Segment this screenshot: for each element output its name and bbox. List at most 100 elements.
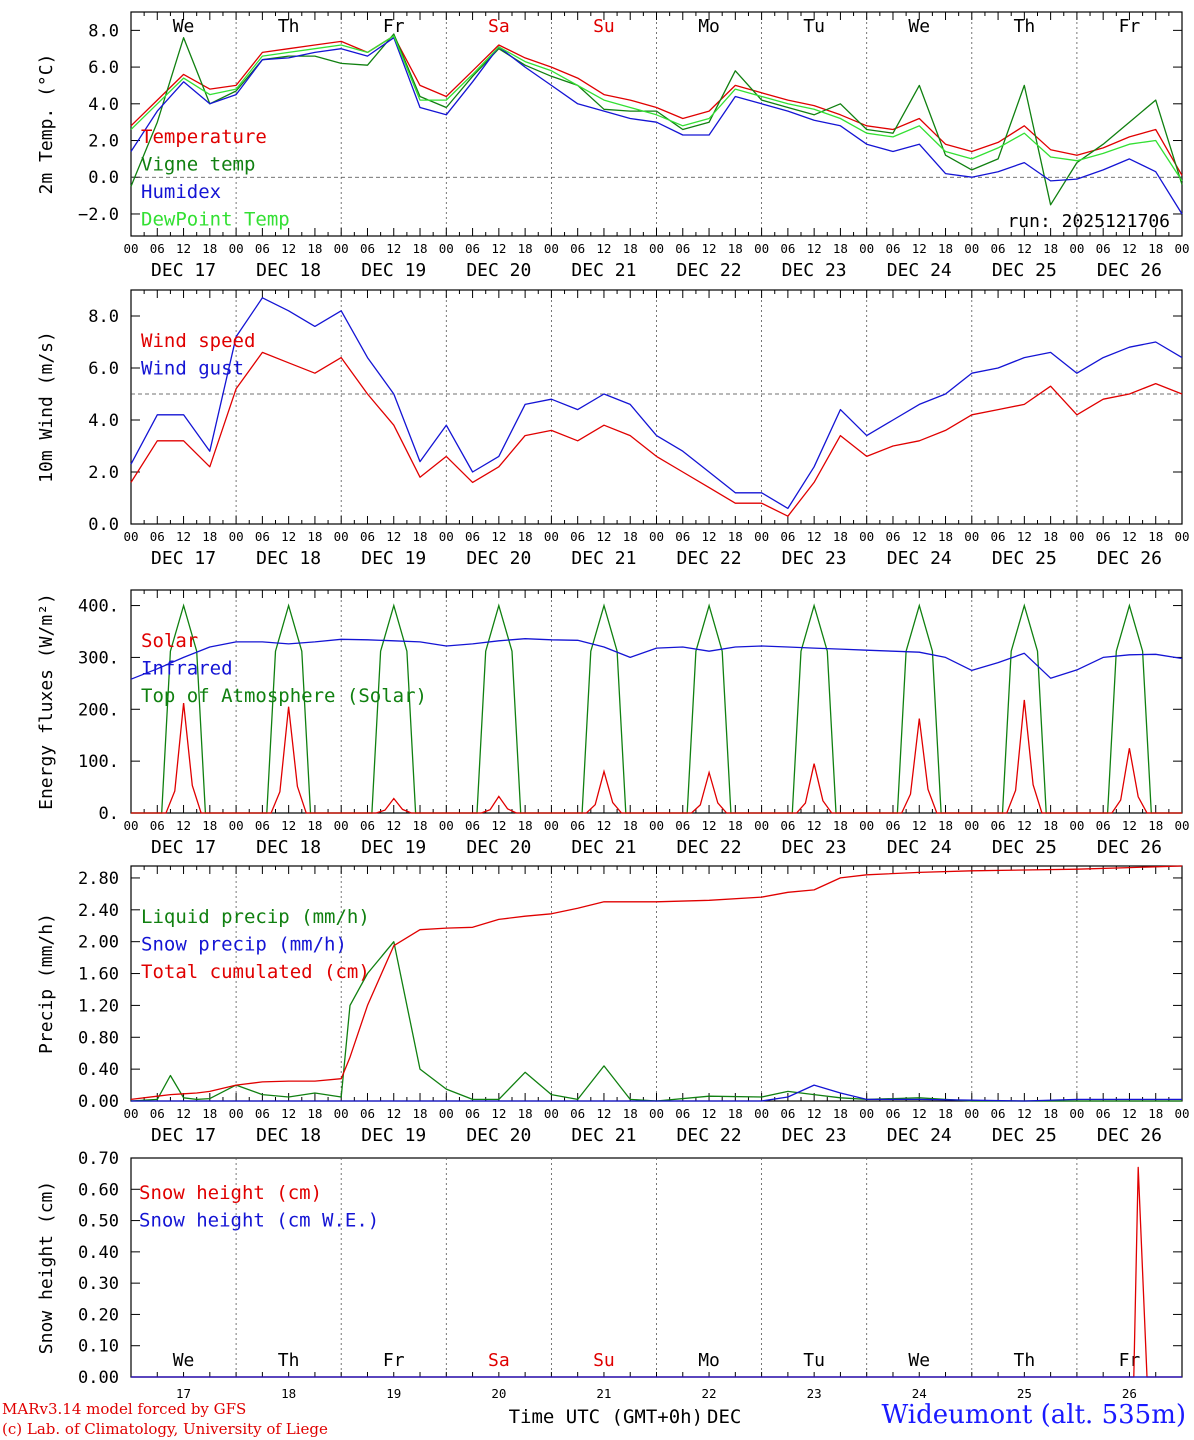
- hour-tick-label: 12: [1122, 529, 1137, 544]
- hour-tick-label: 12: [1017, 529, 1032, 544]
- y-tick-label: −2.0: [78, 205, 119, 225]
- hour-tick-label: 06: [885, 241, 900, 256]
- hour-tick-label: 18: [938, 241, 953, 256]
- hour-tick-label: 12: [912, 818, 927, 833]
- hour-tick-label: 12: [596, 241, 611, 256]
- y-tick-label: 4.0: [88, 411, 119, 431]
- hour-tick-label: 06: [991, 1106, 1006, 1121]
- hour-tick-label: 18: [202, 529, 217, 544]
- hour-tick-label: 06: [150, 529, 165, 544]
- y-tick-label: 0.40: [78, 1243, 119, 1263]
- hour-tick-label: 12: [386, 241, 401, 256]
- hour-tick-label: 12: [281, 529, 296, 544]
- hour-tick-label: 06: [360, 241, 375, 256]
- legend-entry: Snow height (cm): [139, 1182, 322, 1204]
- y-tick-label: 2.0: [88, 132, 119, 152]
- weekday-label: Tu: [803, 1350, 825, 1371]
- hour-tick-label: 12: [176, 529, 191, 544]
- y-tick-label: 6.0: [88, 359, 119, 379]
- day-number-label: 20: [491, 1386, 506, 1401]
- hour-tick-label: 00: [754, 1106, 769, 1121]
- date-label: DEC 20: [466, 260, 531, 281]
- hour-tick-label: 00: [649, 241, 664, 256]
- y-tick-label: 2.0: [88, 463, 119, 483]
- hour-tick-label: 06: [360, 1106, 375, 1121]
- hour-tick-label: 12: [807, 818, 822, 833]
- hour-tick-label: 00: [334, 529, 349, 544]
- hour-tick-label: 00: [334, 818, 349, 833]
- y-tick-label: 6.0: [88, 58, 119, 78]
- hour-tick-label: 00: [1069, 241, 1084, 256]
- weekday-label: Th: [278, 1350, 300, 1371]
- y-tick-label: 4.0: [88, 95, 119, 115]
- hour-tick-label: 06: [885, 818, 900, 833]
- hour-tick-label: 00: [1069, 1106, 1084, 1121]
- hour-tick-label: 18: [1043, 241, 1058, 256]
- legend-entry: Liquid precip (mm/h): [141, 906, 370, 928]
- hour-tick-label: 18: [518, 529, 533, 544]
- y-tick-label: 0.40: [78, 1060, 119, 1080]
- model-credit: MARv3.14 model forced by GFS: [2, 1400, 247, 1418]
- hour-tick-label: 18: [938, 818, 953, 833]
- day-number-label: 19: [386, 1386, 401, 1401]
- y-tick-label: 2.80: [78, 869, 119, 889]
- hour-tick-label: 06: [885, 529, 900, 544]
- date-label: DEC 23: [782, 548, 847, 569]
- day-number-label: 25: [1017, 1386, 1032, 1401]
- hour-tick-label: 00: [859, 818, 874, 833]
- hour-tick-label: 06: [570, 1106, 585, 1121]
- y-tick-label: 0.: [99, 804, 119, 824]
- snow-precip-mm-h-line: [131, 1084, 1182, 1102]
- hour-tick-label: 06: [991, 241, 1006, 256]
- hour-tick-label: 18: [1043, 1106, 1058, 1121]
- y-axis-label: Precip (mm/h): [36, 913, 57, 1054]
- hour-tick-label: 00: [964, 529, 979, 544]
- hour-tick-label: 00: [334, 241, 349, 256]
- date-label: DEC 23: [782, 837, 847, 858]
- date-label: DEC 25: [992, 1125, 1057, 1146]
- solar-line: [131, 699, 1182, 814]
- y-tick-label: 100.: [78, 752, 119, 772]
- weekday-label: We: [173, 1350, 195, 1371]
- date-label: DEC 26: [1097, 260, 1162, 281]
- hour-tick-label: 00: [754, 241, 769, 256]
- hour-tick-label: 18: [307, 241, 322, 256]
- hour-tick-label: 12: [807, 529, 822, 544]
- hour-tick-label: 18: [202, 241, 217, 256]
- date-label: DEC 22: [677, 260, 742, 281]
- hour-tick-label: 18: [1043, 818, 1058, 833]
- hour-tick-label: 18: [623, 818, 638, 833]
- hour-tick-label: 00: [859, 1106, 874, 1121]
- date-label: DEC 22: [677, 837, 742, 858]
- y-axis-label: 10m Wind (m/s): [36, 331, 57, 483]
- legend-entry: Snow precip (mm/h): [141, 934, 347, 956]
- date-label: DEC 17: [151, 1125, 216, 1146]
- hour-tick-label: 06: [885, 1106, 900, 1121]
- y-tick-label: 0.10: [78, 1337, 119, 1357]
- wind-gust-line: [130, 297, 1183, 510]
- hour-tick-label: 00: [1069, 529, 1084, 544]
- hour-tick-label: 00: [439, 241, 454, 256]
- hour-tick-label: 12: [1017, 818, 1032, 833]
- hour-tick-label: 12: [1017, 1106, 1032, 1121]
- y-tick-label: 300.: [78, 648, 119, 668]
- hour-tick-label: 18: [623, 1106, 638, 1121]
- hour-tick-label: 06: [360, 818, 375, 833]
- weekday-label: Sa: [488, 16, 510, 37]
- date-label: DEC 21: [571, 548, 636, 569]
- hour-tick-label: 18: [728, 529, 743, 544]
- y-tick-label: 2.40: [78, 901, 119, 921]
- hour-tick-label: 06: [675, 241, 690, 256]
- legend-entry: DewPoint Temp: [141, 209, 290, 231]
- hour-tick-label: 06: [675, 529, 690, 544]
- station-name: Wideumont (alt. 535m): [881, 1400, 1186, 1430]
- hour-tick-label: 18: [518, 241, 533, 256]
- hour-tick-label: 06: [780, 529, 795, 544]
- y-tick-label: 2.00: [78, 933, 119, 953]
- hour-tick-label: 12: [1122, 1106, 1137, 1121]
- temperature-line: [130, 35, 1183, 176]
- weekday-label: Su: [593, 16, 615, 37]
- hour-tick-label: 00: [123, 529, 138, 544]
- hour-tick-label: 18: [412, 529, 427, 544]
- y-axis-label: 2m Temp. (°C): [36, 54, 57, 195]
